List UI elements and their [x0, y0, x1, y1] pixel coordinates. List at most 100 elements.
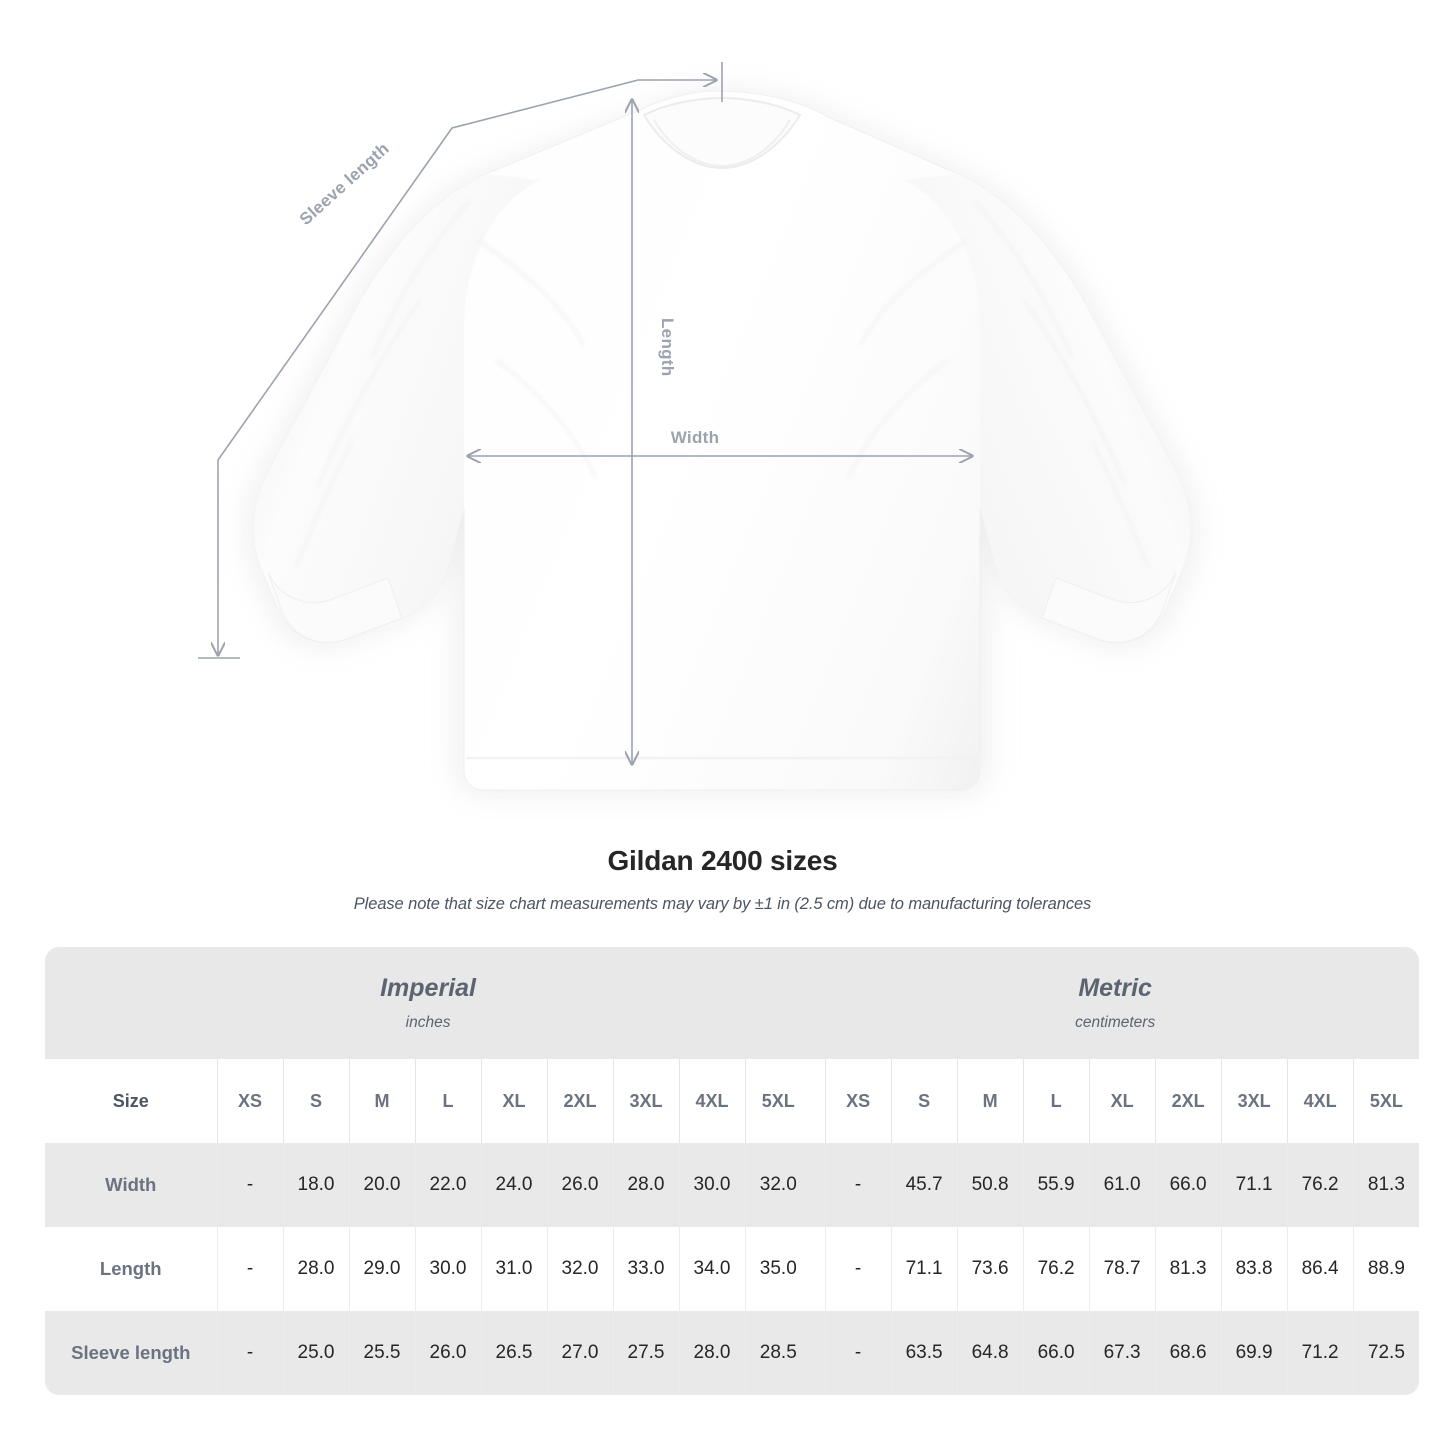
- cell-metric-width-l: 55.9: [1022, 1143, 1090, 1227]
- column-header-imperial-5xl: 5XL: [744, 1059, 812, 1143]
- cell-metric-sleeve-length-2xl: 68.6: [1154, 1311, 1222, 1395]
- cell-metric-width-xs: -: [824, 1143, 892, 1227]
- cell-metric-length-3xl: 83.8: [1220, 1227, 1288, 1311]
- cell-metric-length-l: 76.2: [1022, 1227, 1090, 1311]
- row-label-length: Length: [45, 1227, 217, 1311]
- unit-name-metric: Metric: [1078, 974, 1152, 1003]
- cell-metric-length-m: 73.6: [956, 1227, 1024, 1311]
- cell-metric-sleeve-length-m: 64.8: [956, 1311, 1024, 1395]
- cell-imperial-sleeve-length-2xl: 27.0: [546, 1311, 613, 1395]
- right-sleeve: [904, 174, 1191, 643]
- measurement-annotations: Sleeve length Length Width: [198, 62, 1445, 820]
- width-label: Width: [671, 428, 720, 447]
- cell-imperial-width-3xl: 28.0: [612, 1143, 679, 1227]
- cell-metric-sleeve-length-l: 66.0: [1022, 1311, 1090, 1395]
- size-chart-table-wrapper: Imperial inches Metric centimeters Size XS S M L…: [45, 947, 1420, 1395]
- cell-imperial-length-s: 28.0: [282, 1227, 349, 1311]
- unit-name-imperial: Imperial: [380, 974, 476, 1003]
- cell-imperial-sleeve-length-xs: -: [216, 1311, 283, 1395]
- cell-metric-width-3xl: 71.1: [1220, 1143, 1288, 1227]
- left-cuff: [267, 571, 403, 643]
- garment-image: [249, 90, 1195, 793]
- collar-inner: [653, 119, 791, 168]
- cell-imperial-length-5xl: 35.0: [744, 1227, 812, 1311]
- column-header-metric-5xl: 5XL: [1352, 1059, 1420, 1143]
- unit-sub-metric: centimeters: [1075, 1013, 1156, 1031]
- column-header-metric-2xl: 2XL: [1154, 1059, 1222, 1143]
- cell-imperial-width-2xl: 26.0: [546, 1143, 613, 1227]
- column-header-imperial-xs: XS: [216, 1059, 283, 1143]
- cell-metric-width-xl: 61.0: [1088, 1143, 1156, 1227]
- tolerance-note: Please note that size chart measurements…: [353, 895, 1092, 913]
- cell-metric-sleeve-length-xs: -: [824, 1311, 892, 1395]
- row-label-width: Width: [45, 1143, 217, 1227]
- cell-imperial-length-l: 30.0: [414, 1227, 481, 1311]
- cell-metric-length-xs: -: [824, 1227, 892, 1311]
- column-header-imperial-m: M: [348, 1059, 415, 1143]
- page-title: Gildan 2400 sizes: [607, 845, 838, 876]
- cell-metric-sleeve-length-4xl: 71.2: [1286, 1311, 1354, 1395]
- unit-band-row: Imperial inches Metric centimeters: [45, 947, 1420, 1059]
- column-header-metric-m: M: [956, 1059, 1024, 1143]
- section-divider: [811, 1143, 826, 1227]
- cell-imperial-width-l: 22.0: [414, 1143, 481, 1227]
- cell-metric-sleeve-length-xl: 67.3: [1088, 1311, 1156, 1395]
- column-header-metric-3xl: 3XL: [1220, 1059, 1288, 1143]
- cell-metric-sleeve-length-s: 63.5: [890, 1311, 958, 1395]
- cell-imperial-sleeve-length-5xl: 28.5: [744, 1311, 812, 1395]
- table-header-row: Size XS S M L XL 2XL 3XL 4XL 5XL XS S M L XL 2XL 3XL 4XL 5…: [45, 1059, 1420, 1143]
- column-header-imperial-s: S: [282, 1059, 349, 1143]
- garment-illustration: Sleeve length Length Width: [198, 62, 1445, 820]
- cell-imperial-sleeve-length-m: 25.5: [348, 1311, 415, 1395]
- collar: [642, 96, 802, 170]
- cell-imperial-sleeve-length-s: 25.0: [282, 1311, 349, 1395]
- table-row-width: Width -18.0 20.0 22.0 24.0 26.0 28.0 30.0 32.0-4…: [45, 1143, 1420, 1227]
- cell-metric-width-5xl: 81.3: [1352, 1143, 1420, 1227]
- cell-metric-length-2xl: 81.3: [1154, 1227, 1222, 1311]
- length-annotation: Length: [632, 100, 677, 764]
- cell-imperial-length-4xl: 34.0: [678, 1227, 745, 1311]
- cell-imperial-width-5xl: 32.0: [744, 1143, 812, 1227]
- size-chart-table: Imperial inches Metric centimeters Size XS S M L…: [45, 947, 1420, 1395]
- cell-imperial-width-xs: -: [216, 1143, 283, 1227]
- column-header-size: Size: [45, 1059, 217, 1143]
- cell-imperial-length-m: 29.0: [348, 1227, 415, 1311]
- column-header-imperial-3xl: 3XL: [612, 1059, 679, 1143]
- left-sleeve: [253, 174, 540, 643]
- cell-imperial-width-xl: 24.0: [480, 1143, 547, 1227]
- unit-cell-metric: Metric centimeters: [811, 947, 1420, 1059]
- length-label: Length: [658, 318, 677, 376]
- column-header-imperial-l: L: [414, 1059, 481, 1143]
- cell-imperial-length-3xl: 33.0: [612, 1227, 679, 1311]
- column-header-metric-xs: XS: [824, 1059, 892, 1143]
- cell-metric-width-2xl: 66.0: [1154, 1143, 1222, 1227]
- right-cuff: [1041, 571, 1177, 643]
- cell-metric-length-4xl: 86.4: [1286, 1227, 1354, 1311]
- cell-metric-sleeve-length-5xl: 72.5: [1352, 1311, 1420, 1395]
- section-divider: [811, 1227, 826, 1311]
- cell-imperial-sleeve-length-4xl: 28.0: [678, 1311, 745, 1395]
- sleeve-length-annotation: Sleeve length: [198, 62, 723, 659]
- width-annotation: Width: [468, 428, 972, 456]
- unit-sub-imperial: inches: [405, 1013, 451, 1031]
- column-header-metric-4xl: 4XL: [1286, 1059, 1354, 1143]
- column-header-metric-l: L: [1022, 1059, 1090, 1143]
- cell-imperial-length-xs: -: [216, 1227, 283, 1311]
- cell-metric-length-5xl: 88.9: [1352, 1227, 1420, 1311]
- table-row-length: Length -28.0 29.0 30.0 31.0 32.0 33.0 34.0 35.0-…: [45, 1227, 1420, 1311]
- column-header-imperial-4xl: 4XL: [678, 1059, 745, 1143]
- cell-imperial-length-xl: 31.0: [480, 1227, 547, 1311]
- sleeve-length-label: Sleeve length: [296, 139, 393, 229]
- cell-imperial-sleeve-length-l: 26.0: [414, 1311, 481, 1395]
- cell-imperial-width-m: 20.0: [348, 1143, 415, 1227]
- column-header-imperial-2xl: 2XL: [546, 1059, 613, 1143]
- cell-imperial-length-2xl: 32.0: [546, 1227, 613, 1311]
- row-label-sleeve-length: Sleeve length: [45, 1311, 217, 1395]
- unit-cell-imperial: Imperial inches: [45, 947, 812, 1059]
- table-row-sleeve-length: Sleeve length -25.0 25.5 26.0 26.5 27.0 27.5 28…: [45, 1311, 1420, 1395]
- cell-metric-width-m: 50.8: [956, 1143, 1024, 1227]
- cell-metric-length-xl: 78.7: [1088, 1227, 1156, 1311]
- section-divider: [811, 1059, 826, 1143]
- cell-metric-length-s: 71.1: [890, 1227, 958, 1311]
- cell-imperial-width-4xl: 30.0: [678, 1143, 745, 1227]
